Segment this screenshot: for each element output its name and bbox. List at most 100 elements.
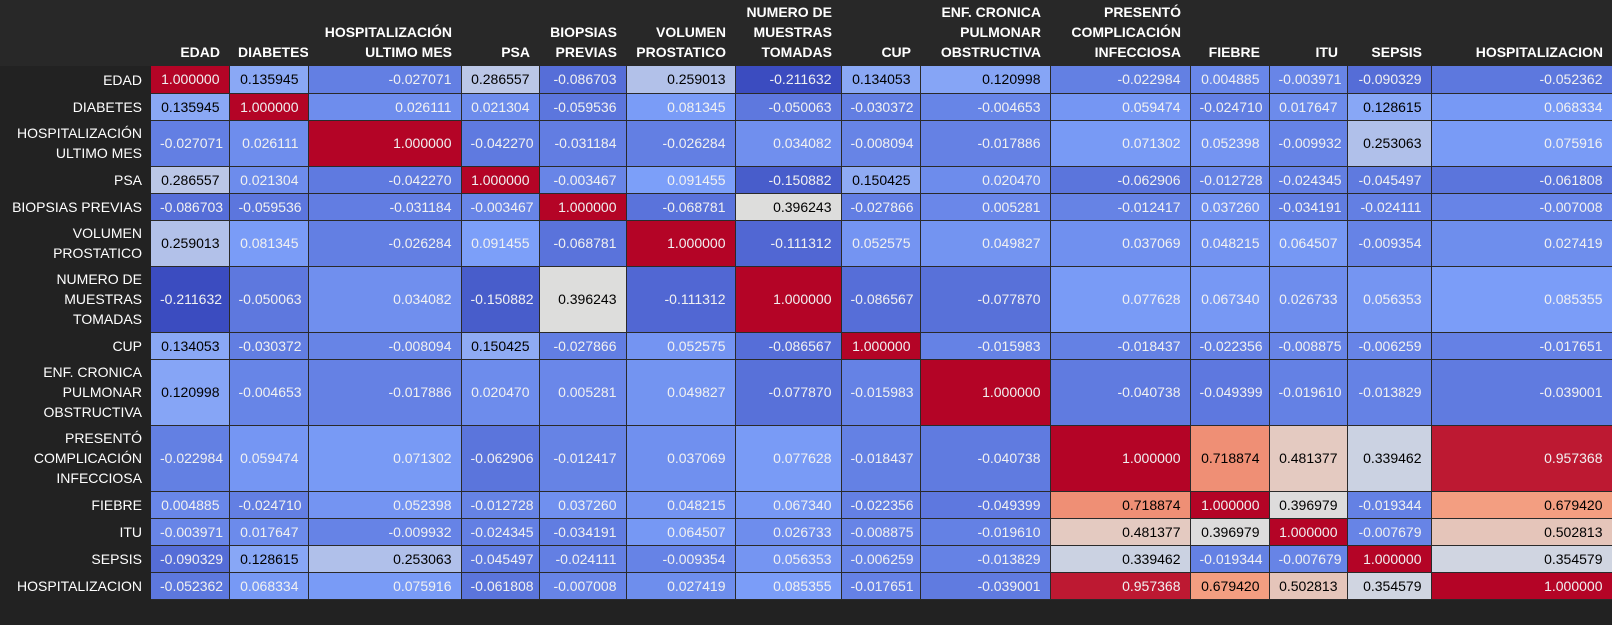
heatmap-cell: -0.015983 [841, 359, 921, 426]
heatmap-cell: 0.085355 [1431, 266, 1612, 333]
heatmap-cell: 0.075916 [1431, 120, 1612, 167]
heatmap-cell: -0.012417 [1050, 193, 1191, 221]
heatmap-cell: -0.050063 [229, 266, 309, 333]
heatmap-cell: -0.017886 [920, 120, 1051, 167]
heatmap-cell: -0.017651 [841, 572, 921, 600]
heatmap-cell: 0.481377 [1269, 425, 1348, 492]
heatmap-cell: 0.396243 [539, 266, 627, 333]
heatmap-row: PRESENTÓ COMPLICACIÓN INFECCIOSA -0.022984 0… [0, 425, 1612, 492]
heatmap-cell: -0.024111 [1347, 193, 1432, 221]
heatmap-cell: 0.075916 [308, 572, 462, 600]
column-header-label: PSA [501, 44, 530, 60]
row-header-label: PSA [113, 171, 142, 188]
heatmap-cell: -0.052362 [151, 572, 230, 600]
heatmap-cell: 0.679420 [1190, 572, 1270, 600]
heatmap-cell: 0.056353 [1347, 266, 1432, 333]
heatmap-cell: -0.024345 [1269, 166, 1348, 194]
heatmap-row: HOSPITALIZACION -0.052362 0.068334 0.075916… [0, 572, 1612, 600]
heatmap-cell: 0.052575 [841, 220, 921, 267]
heatmap-cell: -0.012417 [539, 425, 627, 492]
row-header: VOLUMEN PROSTATICO [0, 220, 151, 266]
heatmap-cell: 0.017647 [1269, 93, 1348, 121]
row-header-label: FIEBRE [91, 496, 142, 513]
row-header-label: NUMERO DE [56, 271, 142, 287]
column-header-row: EDAD DIABETES HOSPITALIZACIÓN ULTIMO MES PSA… [0, 0, 1612, 66]
heatmap-cell: 0.339462 [1347, 425, 1432, 492]
heatmap-cell: -0.031184 [539, 120, 627, 167]
heatmap-cell: 0.253063 [308, 545, 462, 573]
row-header-label: OBSTRUCTIVA [43, 404, 142, 420]
heatmap-row: DIABETES 0.135945 1.000000 0.026111 0.021304… [0, 93, 1612, 121]
row-header-label: VOLUMEN [72, 225, 142, 241]
column-header-label: EDAD [180, 44, 220, 60]
heatmap-cell: -0.211632 [735, 66, 842, 94]
row-header: EDAD [0, 66, 151, 93]
heatmap-cell: -0.012728 [1190, 166, 1270, 194]
heatmap-cell: -0.009354 [626, 545, 736, 573]
heatmap-cell: -0.040738 [1050, 359, 1191, 426]
heatmap-row: BIOPSIAS PREVIAS -0.086703 -0.059536 -0.031… [0, 193, 1612, 221]
heatmap-cell: 0.077628 [735, 425, 842, 492]
heatmap-cell: -0.086567 [735, 332, 842, 360]
column-header-label: INFECCIOSA [1094, 44, 1181, 60]
heatmap-cell: 0.020470 [920, 166, 1051, 194]
heatmap-cell: 0.048215 [626, 491, 736, 519]
heatmap-cell: 0.135945 [151, 93, 230, 121]
row-header: ENF. CRONICA PULMONAR OBSTRUCTIVA [0, 359, 151, 425]
row-header-label: ENF. CRONICA [43, 364, 142, 380]
heatmap-cell: 1.000000 [151, 66, 230, 94]
heatmap-cell: -0.049399 [920, 491, 1051, 519]
heatmap-cell: -0.030372 [841, 93, 921, 121]
row-header-label: SEPSIS [91, 550, 142, 567]
column-header: BIOPSIAS PREVIAS [539, 0, 626, 66]
column-header: SEPSIS [1347, 0, 1431, 66]
heatmap-cell: 0.502813 [1269, 572, 1348, 600]
row-header: FIEBRE [0, 491, 151, 518]
row-header: HOSPITALIZACION [0, 572, 151, 599]
heatmap-cell: -0.061808 [1431, 166, 1612, 194]
heatmap-cell: 1.000000 [1347, 545, 1432, 573]
column-header-label: HOSPITALIZACION [1475, 44, 1603, 60]
heatmap-cell: -0.008875 [1269, 332, 1348, 360]
heatmap-cell: 1.000000 [308, 120, 462, 167]
row-header-label: TOMADAS [73, 311, 142, 327]
heatmap-row: ITU -0.003971 0.017647 -0.009932 -0.024345 -0… [0, 518, 1612, 546]
heatmap-cell: 0.150425 [461, 332, 540, 360]
heatmap-cell: -0.059536 [539, 93, 627, 121]
row-header-label: DIABETES [72, 98, 142, 115]
row-header: HOSPITALIZACIÓN ULTIMO MES [0, 120, 151, 166]
heatmap-cell: 0.253063 [1347, 120, 1432, 167]
heatmap-row: FIEBRE 0.004885 -0.024710 0.052398 -0.012728… [0, 491, 1612, 519]
heatmap-cell: 1.000000 [920, 359, 1051, 426]
heatmap-cell: -0.049399 [1190, 359, 1270, 426]
heatmap-cell: -0.034191 [1269, 193, 1348, 221]
heatmap-cell: -0.003467 [539, 166, 627, 194]
heatmap-cell: -0.086703 [151, 193, 230, 221]
heatmap-cell: 0.077628 [1050, 266, 1191, 333]
heatmap-cell: 0.049827 [626, 359, 736, 426]
heatmap-cell: -0.006259 [841, 545, 921, 573]
heatmap-cell: -0.211632 [151, 266, 230, 333]
heatmap-cell: -0.042270 [461, 120, 540, 167]
heatmap-cell: -0.009932 [1269, 120, 1348, 167]
heatmap-cell: 1.000000 [1190, 491, 1270, 519]
column-header: CUP [841, 0, 920, 66]
heatmap-cell: 0.067340 [735, 491, 842, 519]
column-header-label: HOSPITALIZACIÓN [324, 24, 452, 40]
row-header-label: PRESENTÓ [64, 430, 142, 446]
heatmap-cell: -0.027866 [539, 332, 627, 360]
column-header-label: DIABETES [238, 44, 308, 60]
heatmap-cell: 0.056353 [735, 545, 842, 573]
row-header-label: BIOPSIAS PREVIAS [12, 198, 142, 215]
heatmap-cell: -0.007008 [539, 572, 627, 600]
row-header: DIABETES [0, 93, 151, 120]
heatmap-cell: -0.052362 [1431, 66, 1612, 94]
heatmap-cell: -0.019610 [1269, 359, 1348, 426]
heatmap-cell: -0.008875 [841, 518, 921, 546]
heatmap-cell: -0.008094 [308, 332, 462, 360]
heatmap-cell: -0.013829 [920, 545, 1051, 573]
column-header-label: ITU [1315, 44, 1338, 60]
heatmap-cell: -0.111312 [735, 220, 842, 267]
heatmap-cell: 0.134053 [841, 66, 921, 94]
heatmap-cell: 0.052398 [308, 491, 462, 519]
